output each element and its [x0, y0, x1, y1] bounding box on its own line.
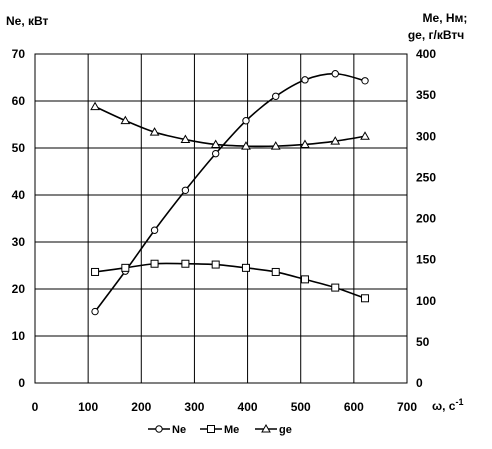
data-point-me [150, 259, 159, 268]
left-tick-label: 70 [12, 47, 26, 61]
series-ne [91, 70, 369, 316]
right-tick-label: 200 [416, 212, 436, 226]
legend-item-me: Me [200, 424, 239, 436]
data-point-ge [90, 101, 100, 111]
x-tick-label: 400 [238, 400, 258, 414]
data-point-ne [150, 226, 159, 234]
legend-item-ne: Ne [148, 424, 186, 436]
legend: Ne Me ge [148, 423, 292, 436]
legend-item-ge: ge [255, 423, 292, 436]
legend-marker-ge [261, 423, 271, 433]
data-point-ge [180, 134, 191, 144]
legend-label-me: Me [224, 424, 239, 436]
right-tick-label: 50 [416, 335, 430, 349]
left-tick-label: 50 [12, 141, 26, 155]
x-tick-label: 700 [397, 400, 417, 414]
right-tick-label: 150 [416, 253, 436, 267]
data-point-ne [211, 149, 220, 158]
left-tick-label: 20 [12, 282, 26, 296]
data-point-me [121, 263, 130, 272]
legend-label-ne: Ne [172, 424, 186, 436]
data-point-ge [300, 139, 310, 148]
data-point-me [271, 267, 280, 276]
data-point-ge [270, 141, 281, 150]
right-axis-label-line1: Me, Нм; [423, 11, 468, 25]
x-axis-label-text: ω, с [432, 399, 456, 413]
x-tick-label: 300 [184, 400, 204, 414]
left-axis-label: Ne, кВт [6, 14, 49, 28]
x-axis-label: ω, с-1 [432, 397, 464, 413]
data-point-ne [242, 117, 250, 125]
plot-frame [34, 53, 408, 384]
data-point-ne [361, 77, 369, 85]
series-ge [90, 101, 370, 150]
data-point-me [211, 260, 220, 269]
data-point-me [300, 275, 309, 284]
data-point-me [361, 294, 370, 303]
data-point-ne [181, 186, 190, 195]
legend-marker-ne [155, 425, 163, 433]
data-point-ge [241, 141, 251, 150]
data-point-ge [120, 115, 131, 125]
right-tick-label: 300 [416, 129, 436, 143]
left-tick-label: 60 [12, 94, 26, 108]
left-tick-label: 30 [12, 235, 26, 249]
data-point-me [181, 259, 190, 268]
data-point-ne [301, 76, 309, 84]
data-point-ge [330, 136, 341, 145]
series-layer [90, 70, 370, 316]
right-axis-label-line2: ge, г/кВтч [408, 28, 464, 42]
x-tick-label: 500 [291, 400, 311, 414]
x-tick-label: 100 [78, 400, 98, 414]
data-point-ge [210, 139, 221, 148]
left-tick-label: 10 [12, 329, 26, 343]
data-point-ne [331, 70, 339, 78]
left-tick-label: 40 [12, 188, 26, 202]
series-line-me [94, 262, 366, 300]
data-point-me [91, 267, 100, 276]
data-point-ge [360, 131, 370, 140]
grid [35, 54, 407, 383]
series-line-ne [94, 72, 366, 313]
data-point-ne [91, 307, 99, 316]
legend-label-ge: ge [279, 424, 292, 436]
right-tick-label: 350 [416, 88, 436, 102]
data-point-ge [149, 127, 160, 136]
x-tick-label: 0 [32, 400, 39, 414]
left-tick-label: 0 [18, 376, 25, 390]
series-line-ge [94, 105, 366, 148]
data-point-ne [272, 92, 280, 101]
right-tick-label: 400 [416, 47, 436, 61]
right-tick-label: 0 [416, 376, 423, 390]
x-tick-label: 600 [344, 400, 364, 414]
x-tick-label: 200 [131, 400, 151, 414]
axis-ticks: 0 100 200 300 400 500 600 700010203040506070050… [12, 47, 437, 414]
right-tick-label: 100 [416, 294, 436, 308]
data-point-me [241, 263, 250, 272]
data-point-me [331, 283, 340, 292]
x-axis-label-sup: -1 [455, 397, 463, 407]
series-me [91, 259, 370, 303]
legend-marker-me [207, 425, 215, 433]
right-tick-label: 250 [416, 170, 436, 184]
